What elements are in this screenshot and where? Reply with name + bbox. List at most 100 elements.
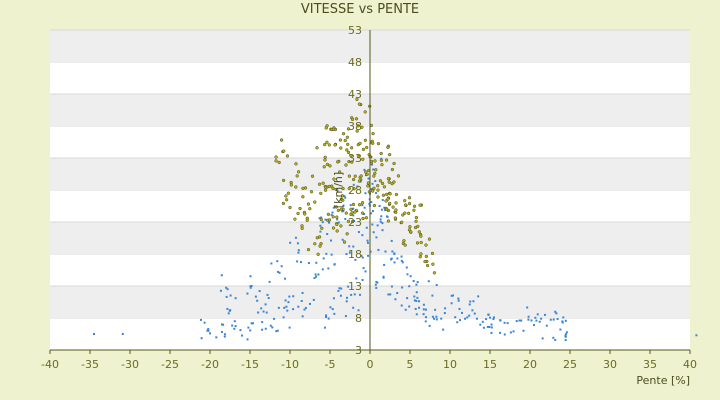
data-point-series-a (199, 318, 202, 321)
data-point-series-a (400, 304, 403, 307)
data-point-series-b (387, 180, 391, 184)
data-point-series-b (394, 208, 398, 212)
data-point-series-a (381, 199, 384, 202)
y-tick-label: 53 (348, 24, 362, 37)
data-point-series-b (320, 226, 324, 230)
data-point-series-a (443, 312, 446, 315)
data-point-series-a (233, 320, 236, 323)
data-point-series-a (347, 285, 350, 288)
data-point-series-a (387, 293, 390, 296)
data-point-series-b (339, 224, 343, 228)
data-point-series-b (281, 201, 286, 206)
data-point-series-a (329, 306, 332, 309)
data-point-series-a (527, 315, 530, 318)
data-point-series-a (267, 297, 270, 300)
data-point-series-b (372, 174, 376, 178)
data-point-series-a (409, 275, 412, 278)
data-point-series-b (339, 146, 343, 150)
data-point-series-b (350, 219, 355, 224)
data-point-series-a (378, 205, 381, 207)
data-point-series-b (333, 143, 337, 147)
data-point-series-b (303, 212, 307, 216)
data-point-series-a (485, 318, 488, 321)
data-point-series-b (390, 167, 395, 172)
data-point-series-a (321, 268, 324, 271)
data-point-series-a (416, 296, 419, 299)
data-point-series-a (415, 291, 418, 294)
data-point-series-b (386, 177, 391, 181)
data-point-series-a (371, 223, 374, 226)
data-point-series-b (274, 155, 278, 159)
data-point-series-a (381, 222, 384, 225)
data-point-series-b (414, 219, 418, 223)
data-point-series-a (336, 218, 339, 221)
data-point-series-a (330, 213, 333, 216)
data-point-series-a (314, 273, 317, 276)
data-point-series-b (409, 230, 413, 234)
data-point-series-a (278, 271, 281, 274)
data-point-series-b (347, 186, 351, 191)
y-tick-label: 28 (348, 184, 362, 197)
data-point-series-a (247, 326, 250, 329)
data-point-series-b (418, 255, 422, 259)
data-point-series-a (309, 302, 311, 305)
data-point-series-a (374, 283, 377, 286)
data-point-series-b (341, 186, 345, 191)
data-point-series-a (564, 339, 567, 342)
data-point-series-b (384, 199, 388, 203)
data-point-series-a (390, 239, 393, 242)
data-point-series-b (336, 208, 341, 213)
data-point-series-a (413, 295, 416, 298)
x-tick-label: -30 (121, 358, 139, 371)
x-tick-label: 15 (483, 358, 497, 371)
data-point-series-b (310, 174, 315, 178)
data-point-series-a (371, 163, 374, 166)
data-point-series-a (372, 231, 375, 234)
data-point-series-a (300, 300, 303, 303)
data-point-series-a (375, 192, 378, 195)
data-point-series-a (286, 309, 289, 312)
data-point-series-a (549, 318, 552, 321)
data-point-series-b (380, 181, 385, 186)
data-point-series-b (351, 177, 356, 182)
data-point-series-a (533, 324, 535, 327)
data-point-series-a (475, 317, 478, 320)
data-point-series-a (270, 262, 273, 265)
data-point-series-b (394, 192, 399, 197)
data-point-series-a (536, 313, 539, 316)
data-point-series-b (345, 232, 349, 236)
data-point-series-b (331, 186, 335, 191)
data-point-series-a (424, 316, 427, 319)
data-point-series-a (382, 275, 385, 278)
data-points (93, 97, 698, 342)
data-point-series-a (552, 336, 555, 339)
data-point-series-b (346, 219, 351, 224)
data-point-series-b (401, 213, 405, 217)
data-point-series-a (312, 298, 315, 301)
data-point-series-a (239, 329, 242, 332)
data-point-series-a (327, 317, 330, 320)
data-point-series-a (224, 333, 227, 336)
data-point-series-b (384, 158, 389, 162)
x-tick-label: -25 (161, 358, 179, 371)
data-point-series-a (315, 275, 318, 278)
x-axis-label: Pente [%] (636, 374, 690, 387)
data-point-series-a (377, 248, 380, 251)
data-point-series-b (341, 132, 346, 136)
data-point-series-a (288, 295, 291, 298)
x-tick-label: -5 (325, 358, 336, 371)
data-point-series-b (372, 203, 377, 208)
data-point-series-a (434, 308, 437, 311)
data-point-series-b (316, 252, 320, 256)
data-point-series-b (403, 203, 408, 207)
data-point-series-a (361, 256, 364, 259)
data-point-series-a (275, 330, 278, 333)
data-point-series-b (284, 194, 288, 198)
data-point-series-a (468, 303, 471, 306)
data-point-series-a (543, 313, 546, 316)
data-point-series-a (292, 295, 295, 298)
data-point-series-a (424, 320, 427, 323)
data-point-series-b (351, 202, 356, 207)
data-point-series-a (324, 218, 327, 221)
